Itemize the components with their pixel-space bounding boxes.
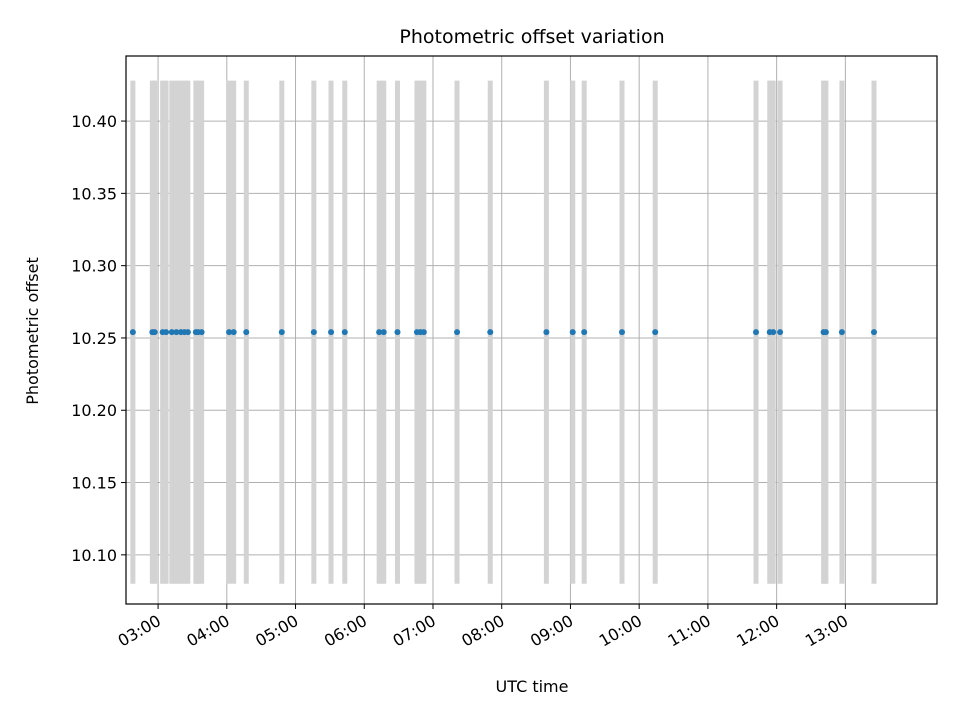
data-point <box>168 329 175 336</box>
data-point <box>198 329 205 336</box>
data-point <box>569 329 576 336</box>
y-tick-label: 10.35 <box>71 184 117 203</box>
data-point <box>230 329 237 336</box>
data-point <box>777 329 784 336</box>
data-point <box>226 329 233 336</box>
data-point <box>652 329 659 336</box>
data-point <box>243 329 250 336</box>
data-point <box>328 329 335 336</box>
data-point <box>822 329 829 336</box>
data-point <box>151 329 158 336</box>
data-point <box>173 329 180 336</box>
data-point <box>184 329 191 336</box>
data-point <box>770 329 777 336</box>
x-axis-label: UTC time <box>496 677 569 696</box>
data-point <box>454 329 461 336</box>
data-point <box>618 329 625 336</box>
data-point <box>376 329 383 336</box>
data-point <box>341 329 348 336</box>
data-point <box>129 329 136 336</box>
y-tick-label: 10.30 <box>71 257 117 276</box>
y-tick-label: 10.15 <box>71 474 117 493</box>
data-point <box>278 329 285 336</box>
data-points <box>129 329 877 336</box>
data-point <box>870 329 877 336</box>
data-point <box>581 329 588 336</box>
data-point <box>753 329 760 336</box>
y-axis-label: Photometric offset <box>23 257 42 405</box>
data-point <box>420 329 427 336</box>
y-tick-label: 10.25 <box>71 329 117 348</box>
y-tick-label: 10.20 <box>71 401 117 420</box>
data-point <box>838 329 845 336</box>
data-point <box>380 329 387 336</box>
data-point <box>487 329 494 336</box>
y-tick-label: 10.10 <box>71 546 117 565</box>
data-point <box>310 329 317 336</box>
y-tick-label: 10.40 <box>71 112 117 131</box>
data-point <box>543 329 550 336</box>
data-point <box>394 329 401 336</box>
chart-title: Photometric offset variation <box>399 26 664 48</box>
gridlines <box>126 56 937 604</box>
data-point <box>163 329 170 336</box>
plot-frame <box>125 55 938 605</box>
